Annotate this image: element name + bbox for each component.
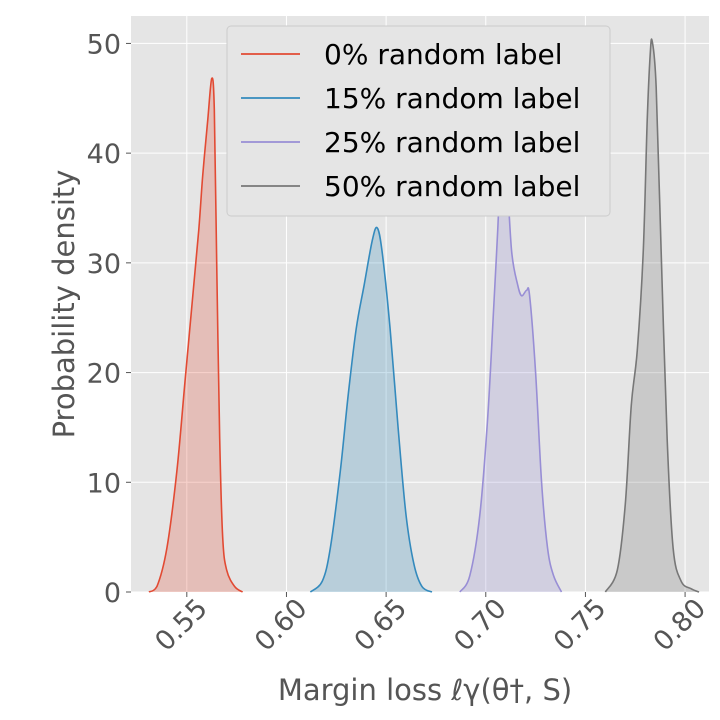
y-tick-label-0: 0: [104, 578, 121, 609]
x-tick-label-2: 0.65: [349, 593, 413, 657]
x-axis-ticks: 0.55 0.60 0.65 0.70 0.75 0.80: [149, 592, 712, 657]
legend-box: [226, 25, 611, 217]
density-fill-series-0: [148, 78, 243, 592]
legend-label-0: 0% random label: [324, 38, 563, 71]
density-fill-series-1: [310, 227, 432, 592]
x-axis-label: Margin loss ℓγ(θ†, S): [278, 673, 572, 707]
legend-label-1: 15% random label: [324, 82, 580, 115]
density-line-series-0: [148, 77, 244, 593]
y-tick-label-5: 50: [87, 29, 121, 60]
y-axis-label: Probability density: [47, 170, 81, 439]
x-tick-label-4: 0.75: [548, 593, 612, 657]
y-axis-ticks: 0 10 20 30 40 50: [87, 29, 131, 609]
y-tick-label-1: 10: [87, 468, 121, 499]
density-line-series-2: [459, 144, 563, 593]
legend-label-2: 25% random label: [324, 126, 580, 159]
density-line-series-3: [604, 38, 700, 593]
y-tick-label-3: 30: [87, 249, 121, 280]
legend-label-3: 50% random label: [324, 170, 580, 203]
y-tick-label-2: 20: [87, 359, 121, 390]
density-lines: [148, 38, 700, 593]
x-tick-label-3: 0.70: [448, 593, 512, 657]
density-fill-series-2: [459, 145, 562, 592]
x-tick-label-5: 0.80: [648, 593, 712, 657]
x-tick-label-0: 0.55: [149, 593, 213, 657]
legend: 0% random label 15% random label 25% rando…: [226, 25, 611, 217]
y-tick-label-4: 40: [87, 139, 121, 170]
density-line-series-1: [309, 226, 433, 593]
x-tick-label-1: 0.60: [249, 593, 313, 657]
